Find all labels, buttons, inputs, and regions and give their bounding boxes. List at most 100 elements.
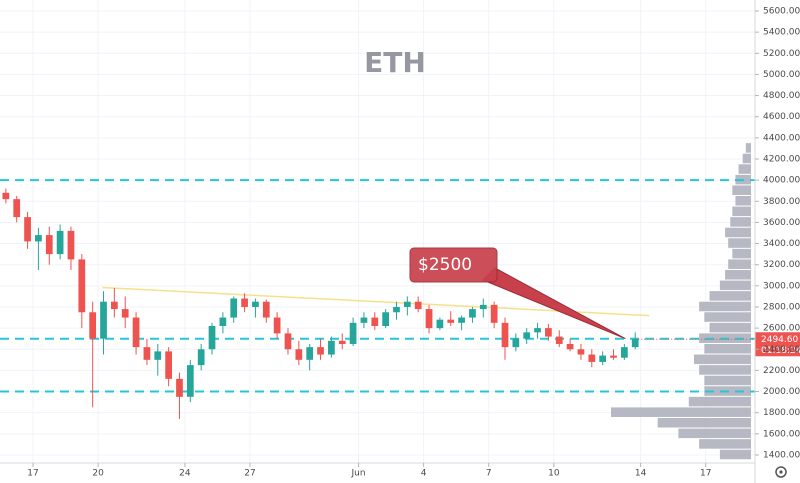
y-tick-label: 1400.00 xyxy=(763,450,800,460)
candle-body xyxy=(143,347,151,360)
y-tick-label: 2400.00 xyxy=(763,345,800,355)
x-tick-label: Jun xyxy=(350,469,365,479)
candle-body xyxy=(577,349,585,355)
profile-bar xyxy=(728,238,751,248)
candle-body xyxy=(165,351,172,379)
y-tick-label: 5400.00 xyxy=(763,28,800,38)
candle-body xyxy=(111,301,118,310)
profile-bar xyxy=(611,407,751,417)
candle-body xyxy=(197,349,205,366)
candle-body xyxy=(24,217,31,242)
y-tick-label: 5600.00 xyxy=(763,6,800,16)
profile-bar xyxy=(678,428,751,439)
candle-body xyxy=(371,317,379,327)
candle-body xyxy=(588,354,596,362)
candle-body xyxy=(545,328,552,337)
y-tick-label: 2200.00 xyxy=(763,366,800,376)
candle-body xyxy=(599,355,607,362)
profile-bar xyxy=(742,153,751,164)
x-tick-label: 14 xyxy=(635,469,647,479)
candle-body xyxy=(360,317,368,323)
candle-body xyxy=(273,317,281,334)
candle-body xyxy=(35,235,42,242)
price-tag-label: 2494.60 xyxy=(761,335,798,345)
y-tick-label: 4800.00 xyxy=(763,91,800,101)
y-tick-label: 2600.00 xyxy=(763,324,800,334)
candle-body xyxy=(13,199,21,218)
candle-body xyxy=(230,298,238,318)
candle-body xyxy=(349,322,357,344)
profile-bar xyxy=(704,343,751,354)
profile-bar xyxy=(699,365,751,375)
candle-body xyxy=(501,322,509,348)
candle-body xyxy=(176,378,183,397)
candle-body xyxy=(89,312,97,339)
y-tick-label: 3800.00 xyxy=(763,197,800,207)
candle-body xyxy=(458,317,465,323)
settings-gear[interactable] xyxy=(775,466,787,478)
y-tick-label: 3600.00 xyxy=(763,218,800,228)
settings-gear-center[interactable] xyxy=(779,470,783,474)
profile-bar xyxy=(657,417,751,428)
y-tick-label: 1600.00 xyxy=(763,429,800,439)
candle-body xyxy=(78,259,86,313)
grid xyxy=(0,0,755,463)
candle-body xyxy=(523,332,531,339)
y-tick-label: 3000.00 xyxy=(763,281,800,291)
profile-bar xyxy=(728,259,751,269)
candle-body xyxy=(479,304,487,310)
x-tick-label: 10 xyxy=(548,469,560,479)
callout-box xyxy=(409,247,498,283)
profile-bar xyxy=(704,312,751,322)
y-tick-label: 3400.00 xyxy=(763,239,800,249)
profile-bar xyxy=(732,206,751,217)
x-tick-label: 27 xyxy=(244,469,255,479)
y-tick-label: 4200.00 xyxy=(763,154,800,164)
candle-body xyxy=(121,309,129,318)
y-tick-label: 3200.00 xyxy=(763,260,800,270)
candle-body xyxy=(262,301,270,318)
y-tick-label: 4400.00 xyxy=(763,133,800,143)
candle-body xyxy=(45,235,53,255)
profile-bar xyxy=(719,280,751,291)
profile-bar xyxy=(738,164,751,174)
settings-icon[interactable] xyxy=(775,466,787,478)
candle-body xyxy=(241,298,248,307)
profile-bar xyxy=(699,301,751,312)
candle-body xyxy=(295,349,303,360)
candle-body xyxy=(403,301,411,307)
y-tick-label: 2000.00 xyxy=(763,387,800,397)
candle-body xyxy=(56,230,64,255)
candle-body xyxy=(382,312,390,327)
x-tick-label: 17 xyxy=(27,469,38,479)
candles xyxy=(2,188,639,420)
profile-bar xyxy=(730,217,751,227)
candle-body xyxy=(317,347,324,355)
candle-body xyxy=(284,333,292,350)
x-tick-label: 20 xyxy=(92,469,104,479)
candle-body xyxy=(469,309,476,318)
candle-body xyxy=(338,340,346,344)
candle-body xyxy=(512,338,520,348)
y-tick-label: 4000.00 xyxy=(763,176,800,186)
candle-body xyxy=(2,192,10,200)
candle-body xyxy=(610,355,617,358)
candle-body xyxy=(534,328,541,333)
profile-bar xyxy=(704,375,751,386)
candle-body xyxy=(393,306,400,313)
y-tick-label: 1800.00 xyxy=(763,408,800,418)
candle-body xyxy=(208,326,216,350)
profile-bar xyxy=(732,248,751,259)
x-tick-label: 4 xyxy=(421,469,427,479)
x-tick-label: 7 xyxy=(486,469,492,479)
profile-bar xyxy=(709,291,751,301)
candle-body xyxy=(306,347,314,360)
y-tick-label: 2800.00 xyxy=(763,302,800,312)
candle-body xyxy=(620,347,628,358)
y-tick-label: 5000.00 xyxy=(763,70,800,80)
candle-body xyxy=(490,304,498,323)
candle-body xyxy=(631,339,639,348)
